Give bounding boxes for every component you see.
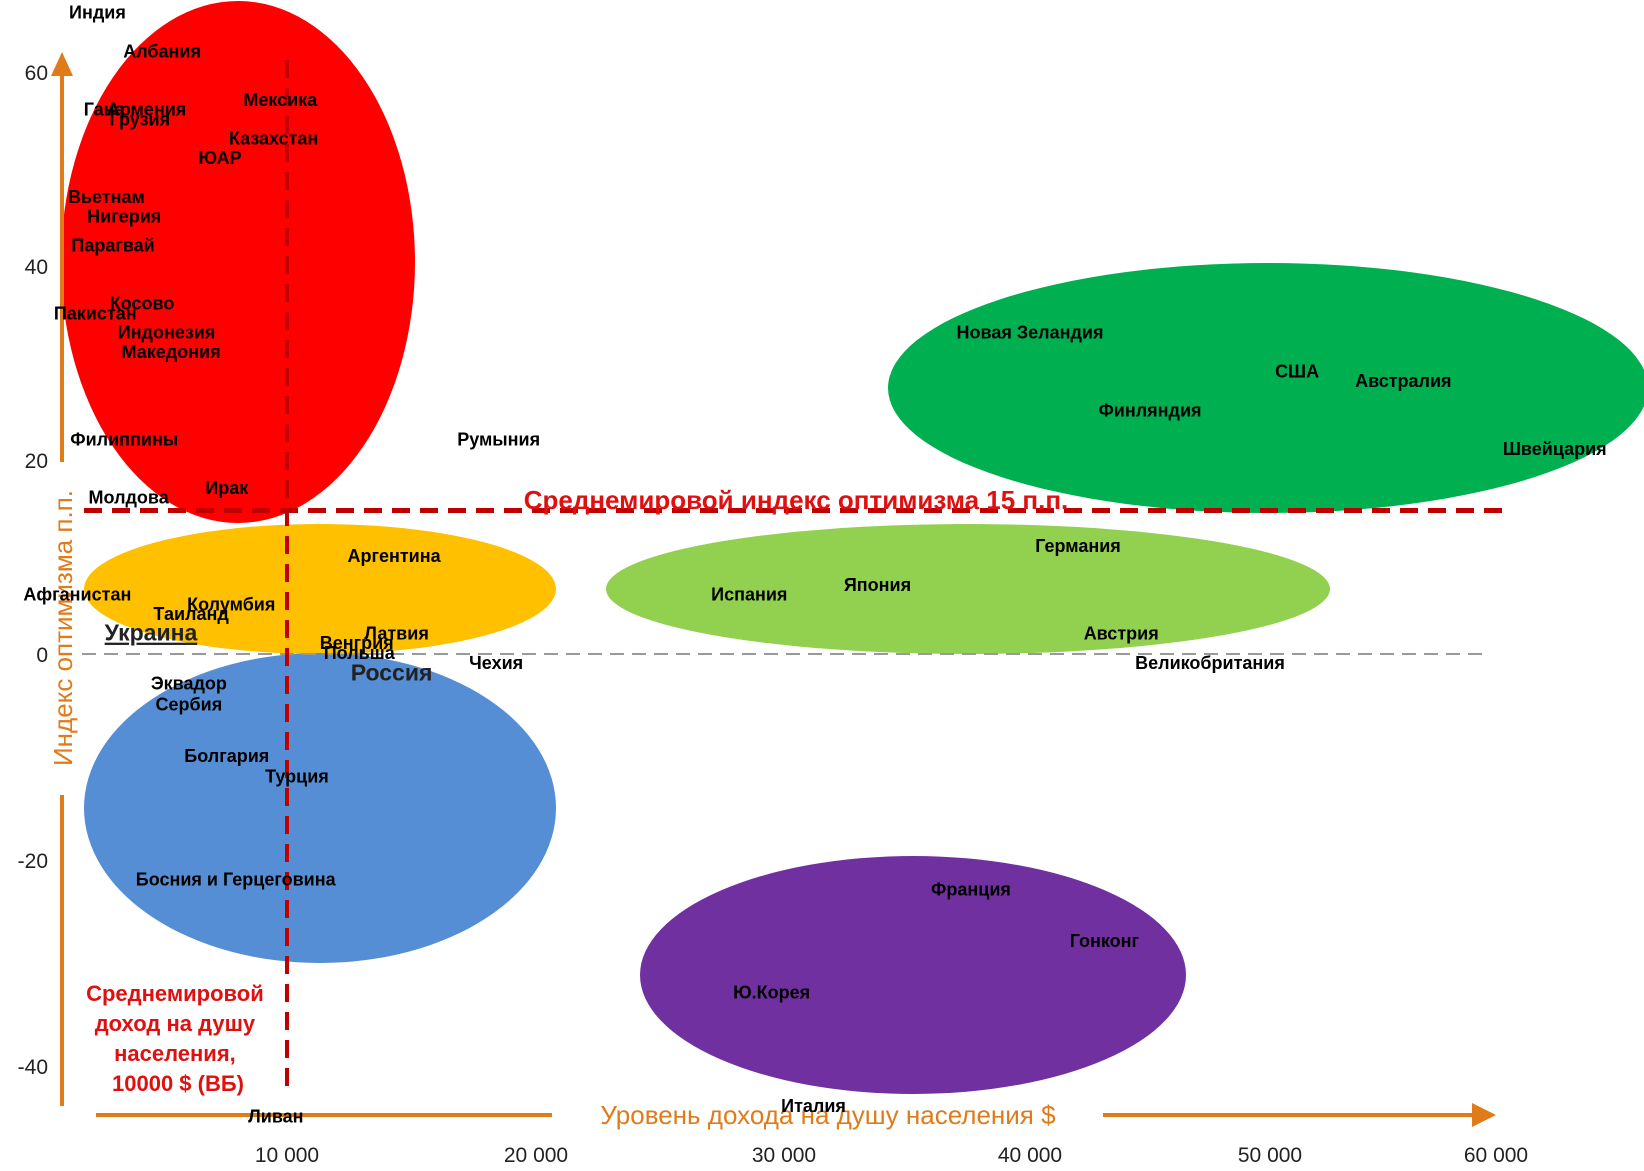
country-label: Нигерия	[87, 206, 161, 226]
x-tick-label: 40 000	[998, 1144, 1062, 1167]
country-label: Парагвай	[71, 235, 154, 255]
country-label: ЮАР	[199, 148, 242, 168]
country-label: Германия	[1035, 536, 1121, 556]
y-tick-label: -40	[18, 1056, 48, 1079]
axes	[51, 52, 1496, 1127]
country-label: Казахстан	[229, 129, 318, 149]
country-label: Ю.Корея	[733, 983, 810, 1003]
country-label: Эквадор	[151, 674, 227, 694]
country-label: Косово	[110, 294, 175, 314]
country-label: Грузия	[110, 109, 171, 129]
country-label: Аргентина	[347, 546, 441, 566]
y-tick-label: -20	[18, 850, 48, 873]
blue-cluster-ellipse	[84, 653, 556, 963]
country-label: Великобритания	[1135, 653, 1285, 673]
country-label: Филиппины	[70, 429, 178, 449]
x-tick-label: 10 000	[255, 1144, 319, 1167]
optimism-average-label: Среднемировой индекс оптимизма 15 п.п.	[524, 485, 1069, 515]
x-axis-arrowhead	[1472, 1103, 1496, 1127]
country-label: Россия	[351, 660, 433, 686]
x-axis-title: Уровень дохода на душу населения $	[600, 1100, 1056, 1130]
yellow-cluster-ellipse	[84, 524, 556, 654]
country-label: США	[1275, 361, 1319, 381]
cluster-ellipses	[61, 1, 1644, 1094]
country-label: Латвия	[364, 623, 429, 643]
country-label: Афганистан	[23, 585, 131, 605]
light-green-cluster-ellipse	[606, 524, 1330, 654]
y-tick-label: 60	[25, 62, 48, 85]
x-tick-label: 20 000	[504, 1144, 568, 1167]
income-average-label: Среднемировой доход на душу населения, 1…	[86, 981, 270, 1096]
x-tick-label: 30 000	[752, 1144, 816, 1167]
country-label: Италия	[781, 1096, 846, 1116]
country-label: Новая Зеландия	[957, 323, 1104, 343]
country-label: Украина	[105, 620, 198, 646]
country-label: Франция	[931, 880, 1011, 900]
x-tick-labels: 10 000 20 000 30 000 40 000 50 000 60 000	[255, 1144, 1528, 1167]
country-label: Босния и Герцеговина	[136, 869, 337, 889]
income-average-label-line-1: Среднемировой	[86, 981, 264, 1006]
country-label: Сербия	[156, 694, 223, 714]
country-label: Вьетнам	[68, 187, 145, 207]
x-tick-label: 60 000	[1464, 1144, 1528, 1167]
country-label: Ливан	[248, 1106, 303, 1126]
country-label: Венгрия	[320, 633, 394, 653]
income-average-label-line-2: доход на душу	[95, 1011, 256, 1036]
y-tick-labels: 60 40 20 0 -20 -40	[18, 62, 48, 1079]
country-label: Пакистан	[54, 303, 137, 323]
income-average-label-line-3: населения,	[114, 1041, 236, 1066]
country-label: Япония	[844, 575, 911, 595]
x-tick-label: 50 000	[1238, 1144, 1302, 1167]
country-label: Албания	[123, 41, 201, 61]
country-label: Колумбия	[187, 594, 275, 614]
dark-green-cluster-ellipse	[888, 263, 1644, 513]
y-tick-label: 0	[36, 644, 48, 667]
country-label: Болгария	[184, 746, 269, 766]
country-label: Молдова	[89, 488, 170, 508]
country-label: Испания	[711, 585, 787, 605]
country-label: Македония	[121, 342, 220, 362]
country-label: Австралия	[1355, 371, 1451, 391]
country-label: Индонезия	[118, 323, 216, 343]
red-cluster-ellipse	[61, 1, 415, 523]
income-average-label-line-4: 10000 $ (ВБ)	[112, 1071, 244, 1096]
y-tick-label: 40	[25, 256, 48, 279]
country-label: Таиланд	[153, 604, 229, 624]
country-label: Румыния	[457, 429, 540, 449]
country-label: Польша	[324, 643, 396, 663]
country-label: Армения	[107, 100, 187, 120]
y-axis-title: Индекс оптимизма п.п.	[48, 490, 78, 766]
country-label: Ирак	[205, 478, 249, 498]
country-label: Чехия	[469, 653, 523, 673]
country-label: Швейцария	[1503, 439, 1607, 459]
y-axis-arrowhead	[51, 52, 73, 76]
country-label: Финляндия	[1098, 400, 1201, 420]
country-label: Мексика	[243, 90, 318, 110]
country-label: Индия	[69, 3, 126, 23]
country-label: Гана	[84, 100, 126, 120]
country-label: Австрия	[1084, 623, 1159, 643]
purple-cluster-ellipse	[640, 856, 1186, 1094]
y-tick-label: 20	[25, 450, 48, 473]
country-label: Турция	[265, 766, 329, 786]
country-label: Гонконг	[1070, 931, 1140, 951]
